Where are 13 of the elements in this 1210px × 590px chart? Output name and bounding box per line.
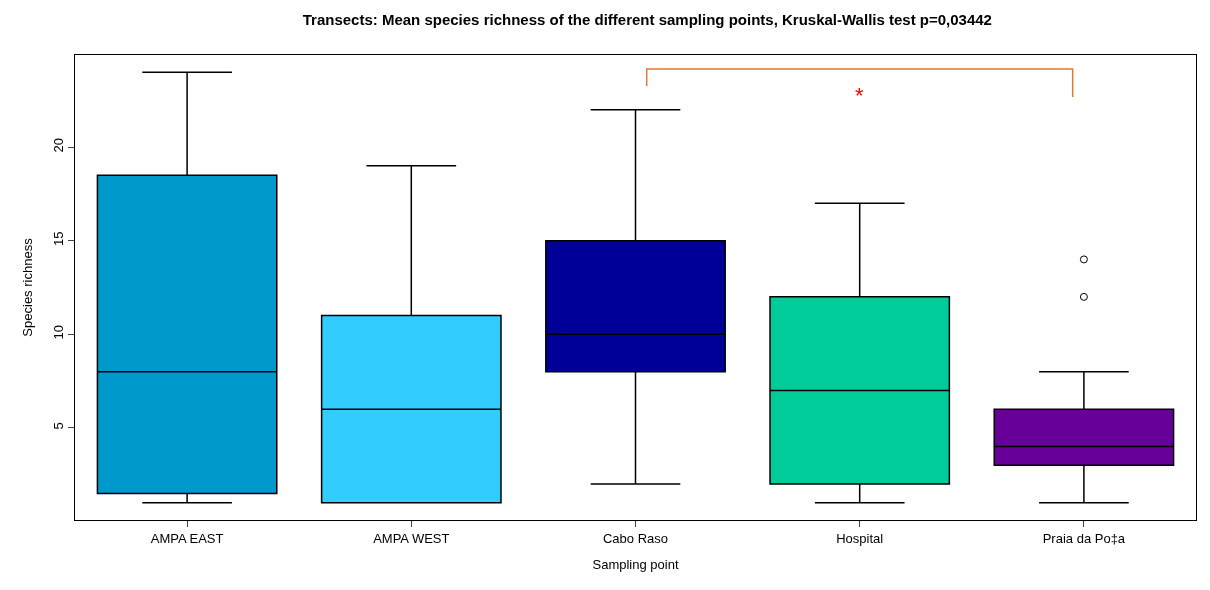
y-tick-label: 20 xyxy=(50,137,66,153)
x-tick-label: Cabo Raso xyxy=(602,530,669,546)
x-tick-label: Praia da Po‡a xyxy=(1042,530,1126,546)
x-tick-label: AMPA WEST xyxy=(373,530,450,546)
x-tick-label: Hospital xyxy=(836,530,884,546)
y-tick-label: 10 xyxy=(50,325,66,340)
annotation: * xyxy=(855,83,864,108)
y-tick-label: 15 xyxy=(50,231,66,246)
chart-title: Transects: Mean species richness of the different sampling points, Kruskal-Wallis test p=0,03442 xyxy=(302,11,992,29)
y-tick-label: 5 xyxy=(50,422,66,430)
y-axis-title: Species richness xyxy=(19,237,35,337)
x-axis-title: Sampling point xyxy=(592,557,679,573)
x-tick-label: AMPA EAST xyxy=(150,530,224,546)
